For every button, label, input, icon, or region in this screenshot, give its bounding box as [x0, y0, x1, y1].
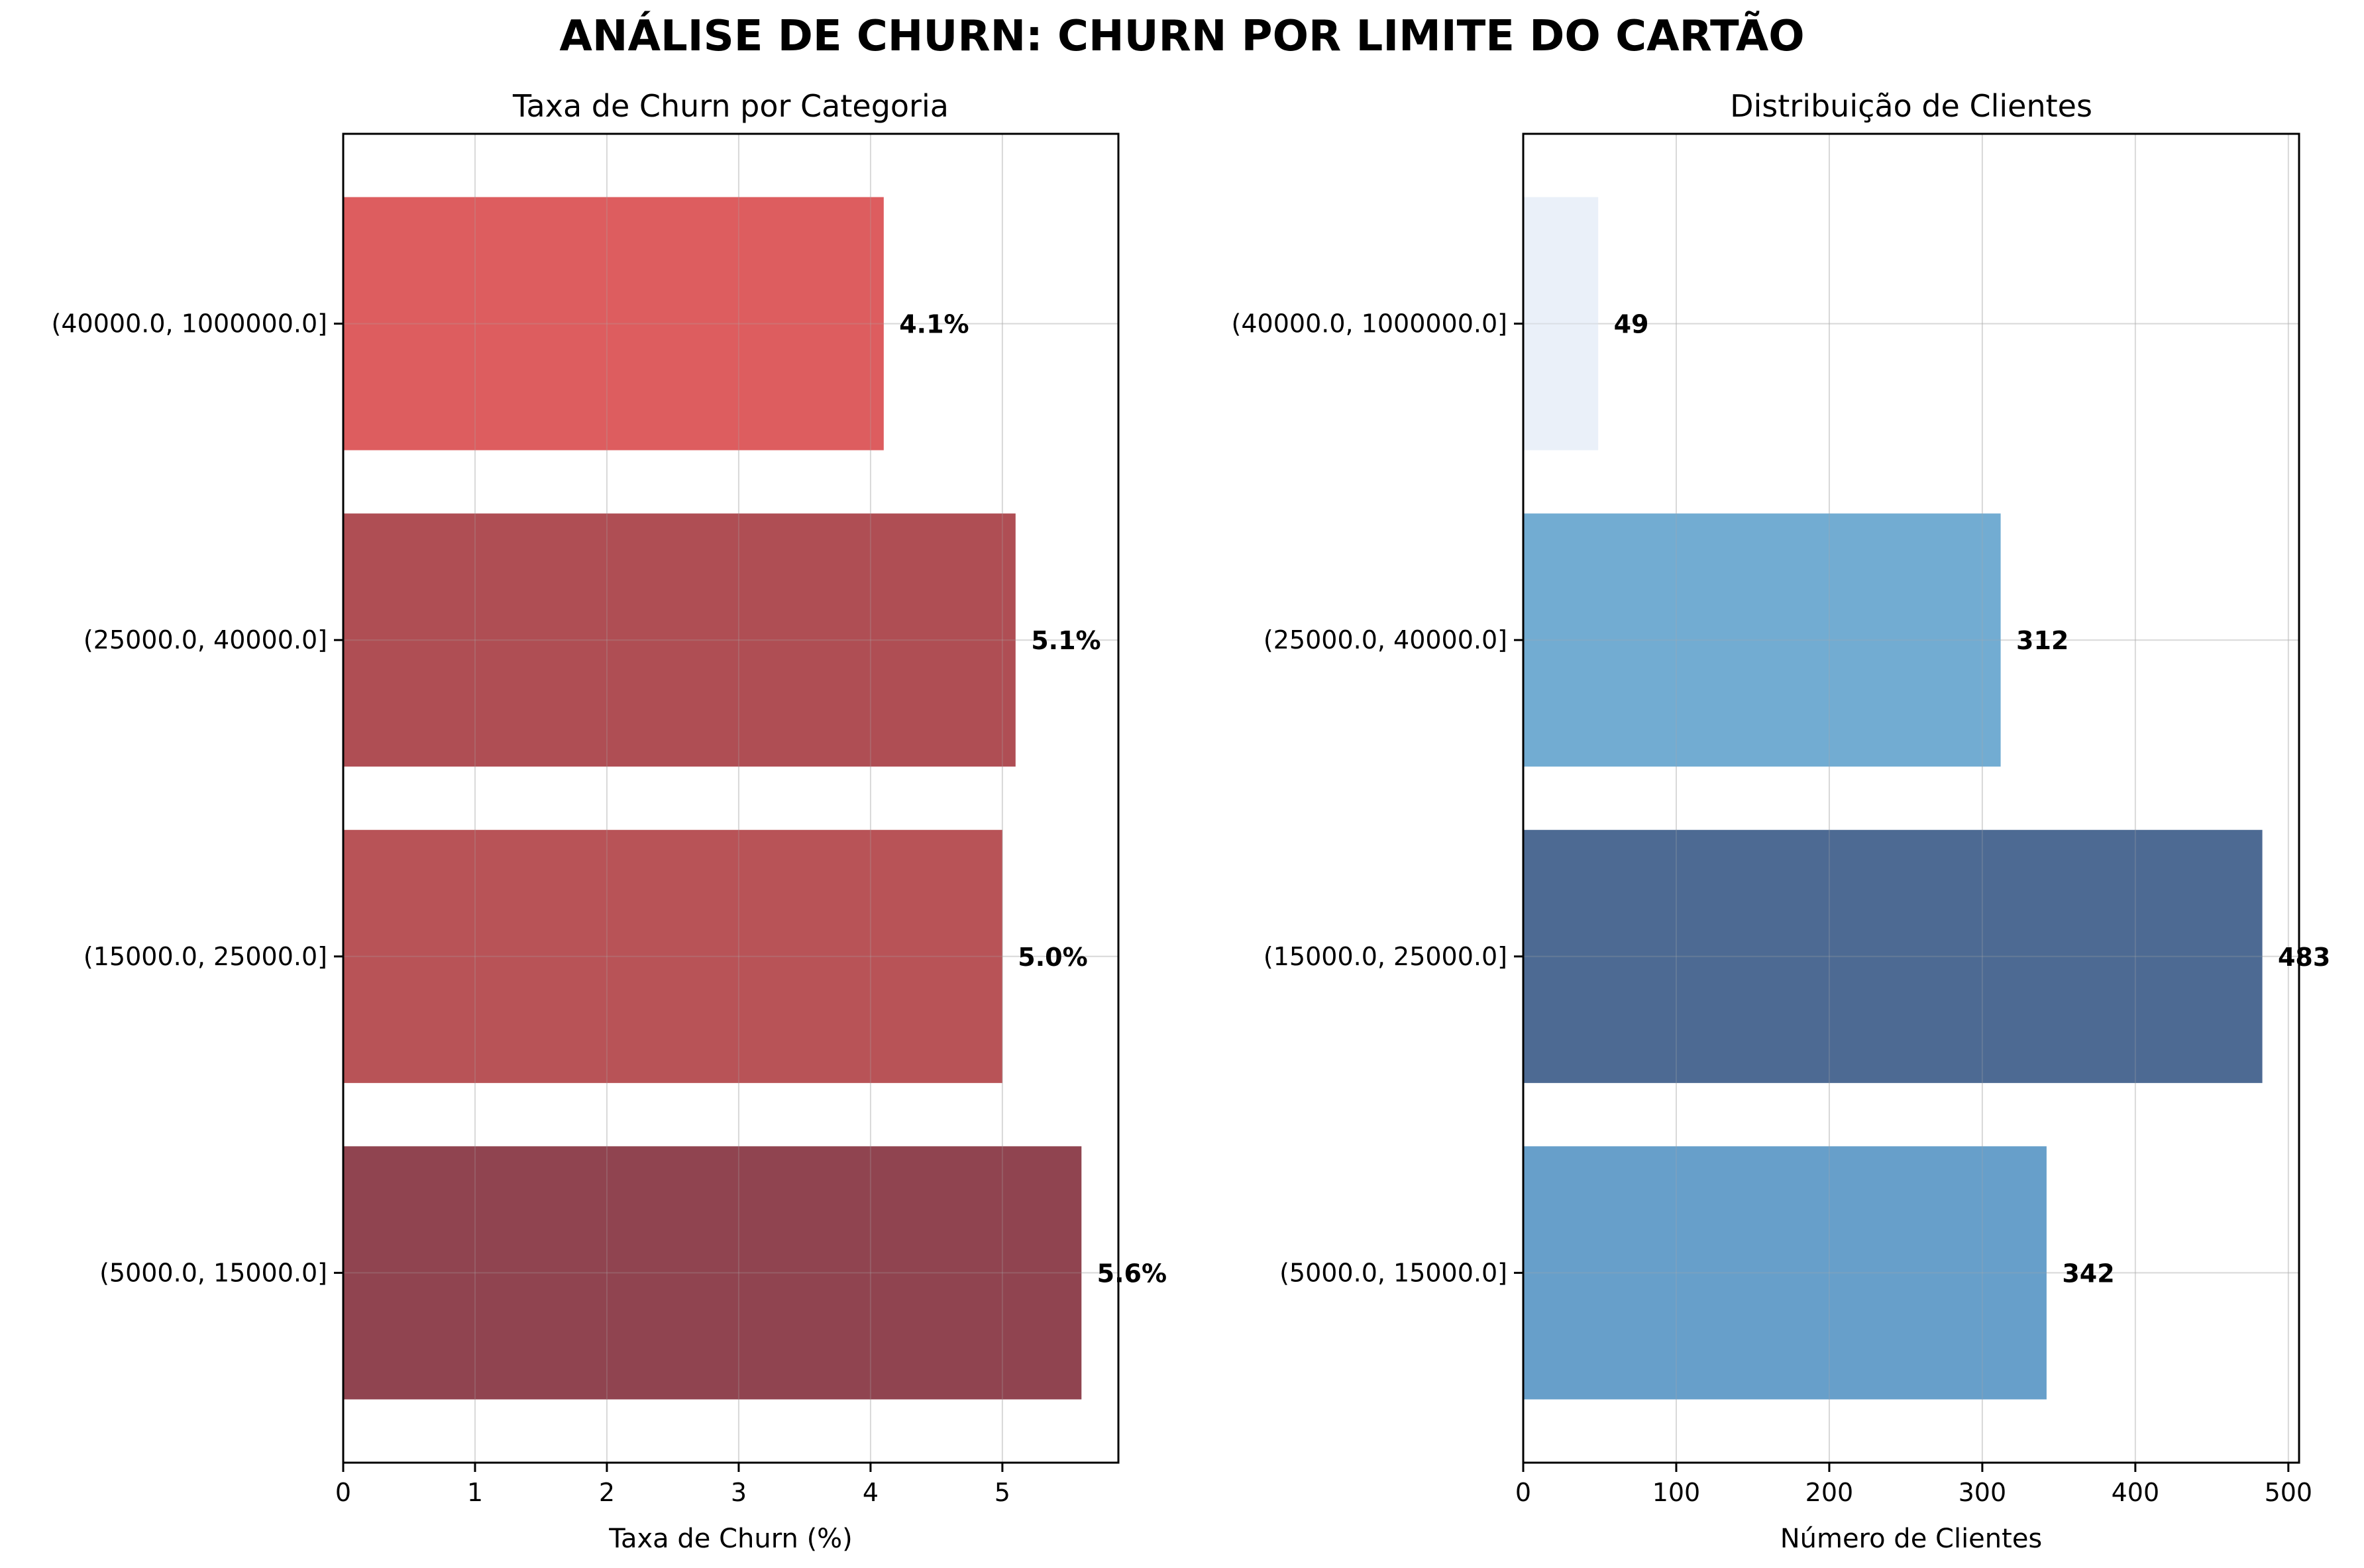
clients-bar: [1523, 829, 2263, 1083]
churn-y-tick-label: (25000.0, 40000.0]: [83, 625, 327, 654]
clients-x-tick-label: 400: [2112, 1478, 2160, 1507]
churn-bar: [343, 197, 884, 450]
churn-x-tick-label: 5: [994, 1478, 1010, 1507]
churn-bar: [343, 513, 1016, 767]
clients-y-tick-label: (5000.0, 15000.0]: [1279, 1258, 1507, 1287]
churn-y-tick-label: (5000.0, 15000.0]: [99, 1258, 327, 1287]
clients-axes-frame: [1522, 132, 2300, 1464]
clients-value-label: 483: [2278, 943, 2330, 972]
churn-x-tick-label: 4: [863, 1478, 879, 1507]
clients-x-tick-label: 300: [1959, 1478, 2007, 1507]
clients-value-label: 342: [2062, 1259, 2114, 1288]
churn-y-tick-label: (15000.0, 25000.0]: [83, 942, 327, 971]
clients-y-tick-label: (15000.0, 25000.0]: [1263, 942, 1507, 971]
churn-axes-frame: [342, 132, 1120, 1464]
clients-value-label: 312: [2016, 626, 2068, 655]
clients-x-axis-label: Número de Clientes: [1780, 1524, 2043, 1554]
clients-bar: [1523, 197, 1599, 450]
clients-bar: [1523, 1146, 2047, 1400]
clients-bar: [1523, 513, 2001, 767]
clients-x-tick-label: 0: [1515, 1478, 1531, 1507]
churn-value-label: 5.1%: [1031, 626, 1101, 655]
churn-value-label: 5.0%: [1018, 943, 1087, 972]
churn-x-tick-label: 3: [731, 1478, 747, 1507]
churn-bar: [343, 1146, 1082, 1400]
churn-x-axis-label: Taxa de Churn (%): [608, 1524, 853, 1554]
churn-x-tick-label: 2: [599, 1478, 615, 1507]
clients-x-tick-label: 500: [2265, 1478, 2313, 1507]
churn-bar: [343, 829, 1002, 1083]
churn-x-tick-label: 0: [335, 1478, 351, 1507]
churn-value-label: 5.6%: [1097, 1259, 1167, 1288]
clients-x-tick-label: 200: [1805, 1478, 1854, 1507]
clients-y-tick-label: (40000.0, 1000000.0]: [1232, 309, 1507, 339]
churn-value-label: 4.1%: [899, 310, 969, 339]
churn-rate-panel: 5.6% 5.0% 5.1% 4.1% 0 1 2 3 4 5 (5000.0, 15000.0] (…: [52, 88, 1167, 1554]
clients-x-tick-label: 100: [1652, 1478, 1701, 1507]
churn-y-tick-label: (40000.0, 1000000.0]: [52, 309, 327, 339]
figure-suptitle: ANÁLISE DE CHURN: CHURN POR LIMITE DO CA…: [559, 11, 1804, 61]
clients-y-tick-label: (25000.0, 40000.0]: [1263, 625, 1507, 654]
churn-x-tick-label: 1: [467, 1478, 483, 1507]
clients-panel-title: Distribuição de Clientes: [1730, 88, 2092, 124]
customer-distribution-panel: 342 483 312 49 0 100 200 300 400 500 (5000.0, 1500…: [1232, 88, 2331, 1554]
churn-panel-title: Taxa de Churn por Categoria: [512, 88, 949, 124]
clients-value-label: 49: [1614, 310, 1649, 339]
